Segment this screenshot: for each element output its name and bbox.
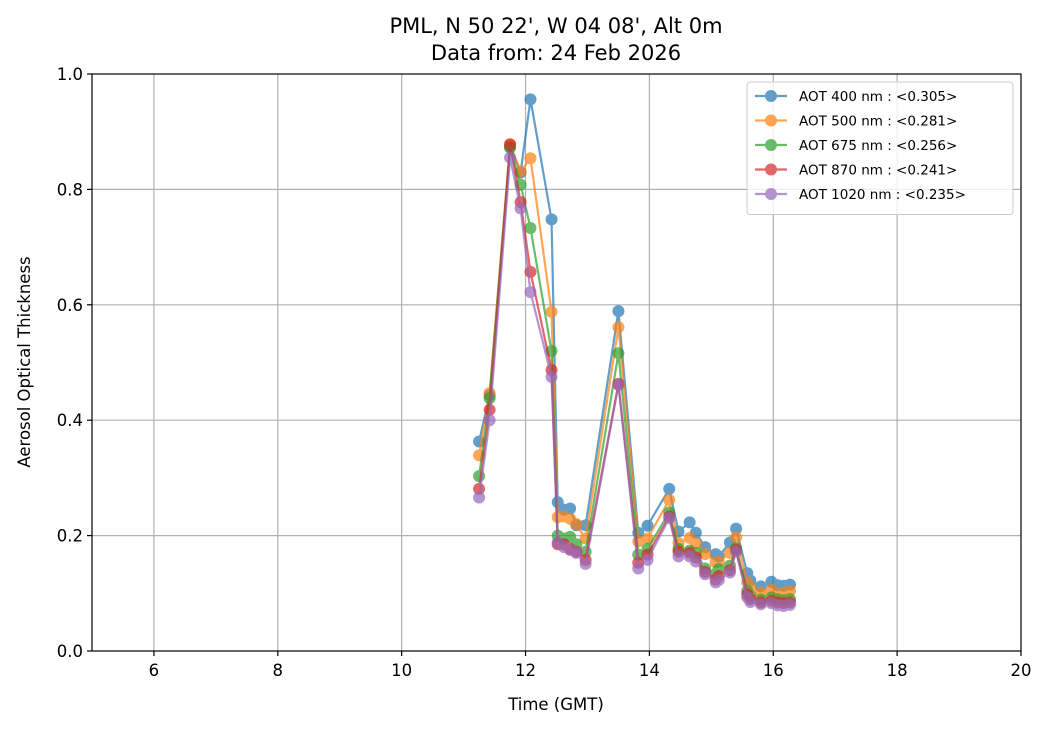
data-point [545, 305, 558, 318]
data-point [504, 151, 517, 164]
data-point [545, 370, 558, 383]
y-tick-label: 0.4 [57, 411, 83, 430]
data-point [483, 414, 496, 427]
data-point [754, 598, 767, 611]
x-tick-label: 16 [763, 661, 784, 680]
data-point [672, 550, 685, 563]
data-point [683, 516, 696, 529]
legend-item: AOT 675 nm : <0.256> [755, 138, 957, 154]
series-group [473, 93, 796, 612]
x-axis-label: Time (GMT) [507, 695, 604, 714]
y-axis-ticks: 0.0 0.2 0.4 0.6 0.8 1.0 [57, 65, 92, 661]
legend-label: AOT 675 nm : <0.256> [799, 138, 957, 154]
data-point [473, 491, 486, 504]
x-tick-label: 8 [273, 661, 284, 680]
chart-title: PML, N 50 22', W 04 08', Alt 0m [389, 14, 722, 38]
legend-swatch [755, 114, 787, 127]
data-point [570, 546, 583, 559]
data-point [570, 518, 583, 531]
legend-box [746, 81, 1014, 215]
chart-subtitle: Data from: 24 Feb 2026 [431, 41, 681, 65]
y-tick-label: 0.8 [57, 180, 83, 199]
x-tick-label: 14 [639, 661, 660, 680]
data-point [524, 152, 537, 165]
y-tick-label: 0.6 [57, 296, 83, 315]
data-point [524, 265, 537, 278]
data-point [712, 574, 725, 587]
data-point [730, 522, 743, 535]
data-point [524, 286, 537, 299]
data-point [663, 482, 676, 495]
x-tick-label: 12 [515, 661, 536, 680]
y-tick-label: 0.0 [57, 642, 83, 661]
data-point [612, 347, 625, 360]
legend-item: AOT 870 nm : <0.241> [755, 163, 957, 179]
legend-label: AOT 400 nm : <0.305> [799, 89, 957, 105]
data-point [524, 93, 537, 106]
x-axis-ticks: 6 8 10 12 14 16 18 20 [149, 651, 1032, 680]
legend-swatch [755, 139, 787, 151]
legend-label: AOT 1020 nm : <0.235> [799, 187, 966, 203]
legend-swatch [755, 90, 787, 102]
data-point [723, 566, 736, 579]
data-point [663, 512, 676, 525]
data-point [612, 305, 625, 318]
legend-label: AOT 870 nm : <0.241> [799, 163, 957, 179]
legend-item: AOT 500 nm : <0.281> [755, 114, 957, 130]
legend: AOT 400 nm : <0.305> AOT 500 nm : <0.281>… [746, 81, 1014, 215]
data-point [699, 568, 712, 581]
y-tick-label: 0.2 [57, 527, 83, 546]
data-point [545, 213, 558, 226]
x-tick-label: 10 [391, 661, 412, 680]
data-point [612, 321, 625, 334]
data-point [473, 482, 486, 495]
plot-frame [91, 73, 1022, 652]
data-point [514, 202, 527, 215]
data-point [699, 548, 712, 561]
data-point [783, 598, 796, 611]
x-tick-label: 20 [1011, 661, 1032, 680]
data-point [730, 531, 743, 544]
data-point [579, 557, 592, 570]
legend-label: AOT 500 nm : <0.281> [799, 114, 957, 130]
data-point [524, 222, 537, 235]
data-point [641, 532, 654, 545]
legend-swatch [755, 188, 787, 200]
data-point [744, 595, 757, 608]
x-tick-label: 18 [887, 661, 908, 680]
data-point [689, 555, 702, 568]
x-tick-label: 6 [149, 661, 160, 680]
data-point [632, 562, 645, 575]
data-point [612, 379, 625, 392]
data-point [504, 138, 517, 151]
data-point [641, 553, 654, 566]
data-point [663, 493, 676, 506]
data-point [641, 519, 654, 532]
data-point [730, 545, 743, 558]
legend-item: AOT 1020 nm : <0.235> [755, 187, 966, 203]
series-5 [473, 151, 796, 612]
y-tick-label: 1.0 [57, 65, 83, 84]
y-axis-label: Aerosol Optical Thickness [15, 256, 34, 467]
legend-swatch [755, 163, 787, 176]
legend-item: AOT 400 nm : <0.305> [755, 89, 957, 105]
